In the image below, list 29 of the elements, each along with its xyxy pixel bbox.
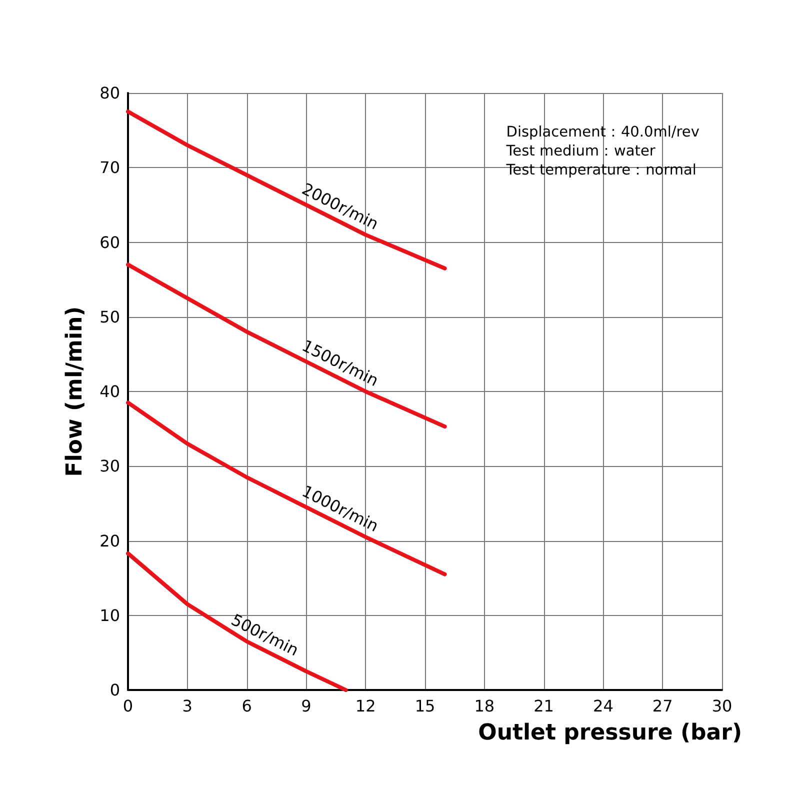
x-tick-label: 15 xyxy=(414,696,436,716)
x-tick-label: 9 xyxy=(301,696,312,716)
y-tick-label: 70 xyxy=(100,158,120,178)
line-series xyxy=(126,400,447,576)
y-tick-label: 20 xyxy=(100,531,120,550)
x-tick-label: 18 xyxy=(474,696,495,716)
y-tick-label: 60 xyxy=(100,232,120,252)
x-tick-label: 24 xyxy=(593,696,614,716)
x-tick-label: 6 xyxy=(242,696,252,716)
annotation: Test medium：water xyxy=(505,144,656,160)
annotation: Displacement：40.0ml/rev xyxy=(506,124,700,140)
y-tick-label: 40 xyxy=(100,382,120,401)
line-series xyxy=(126,110,447,270)
annotation: Test temperature：normal xyxy=(505,162,696,178)
y-tick-label: 30 xyxy=(100,456,120,476)
y-tick-label: 10 xyxy=(100,606,120,625)
x-axis-title: Outlet pressure (bar) xyxy=(478,720,742,746)
x-tick-label: 21 xyxy=(534,696,554,716)
y-tick-label: 80 xyxy=(100,84,120,102)
x-tick-label: 30 xyxy=(712,696,732,716)
x-tick-label: 3 xyxy=(182,696,192,716)
y-tick-label: 50 xyxy=(100,307,120,326)
y-axis-title: Flow (ml/min) xyxy=(62,306,88,477)
x-tick-label: 27 xyxy=(652,696,673,716)
line-series xyxy=(126,551,348,692)
line-series xyxy=(126,262,447,429)
x-tick-label: 12 xyxy=(355,696,376,716)
x-tick-label: 0 xyxy=(122,696,134,716)
y-tick-label: 0 xyxy=(110,680,120,700)
